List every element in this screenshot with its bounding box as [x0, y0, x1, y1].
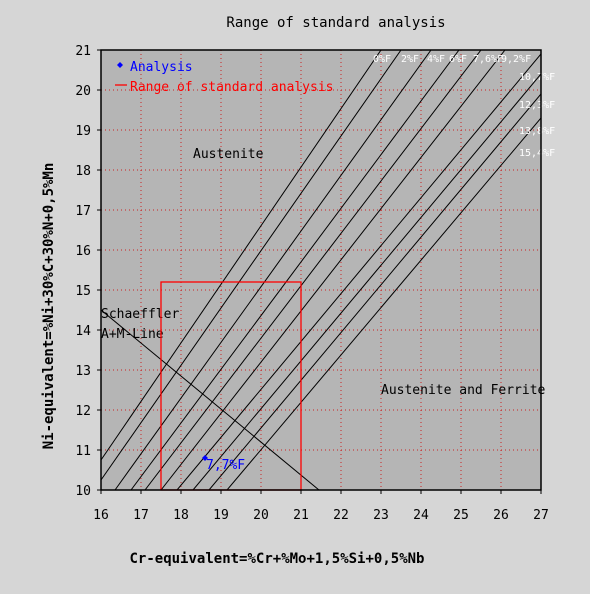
x-tick-label: 20 — [253, 508, 269, 523]
x-tick-label: 27 — [533, 508, 549, 523]
plot-area — [101, 50, 541, 490]
ferrite-line — [160, 50, 506, 490]
x-tick-label: 25 — [453, 508, 469, 523]
ferrite-line — [114, 50, 432, 490]
y-tick-label: 11 — [75, 444, 91, 459]
ferrite-line-label: 13,8%F — [519, 126, 555, 137]
x-tick-label: 23 — [373, 508, 389, 523]
ferrite-line-label: 2%F — [401, 54, 419, 65]
y-tick-label: 18 — [75, 164, 91, 179]
y-tick-label: 21 — [75, 44, 91, 59]
y-tick-label: 14 — [75, 324, 91, 339]
ferrite-line — [144, 50, 482, 490]
y-tick-label: 15 — [75, 284, 91, 299]
ferrite-line-label: 12,3%F — [519, 100, 555, 111]
ferrite-line-label: 6%F — [449, 54, 467, 65]
ferrite-line-label: 0%F — [373, 54, 391, 65]
ferrite-line-label: 10,7%F — [519, 72, 555, 83]
legend-marker-diamond — [117, 62, 123, 68]
legend: Analysis Range of standard analysis — [115, 60, 334, 95]
ferrite-line — [101, 50, 382, 461]
legend-entry-label: Analysis — [130, 60, 193, 75]
x-tick-label: 22 — [333, 508, 349, 523]
region-label: Austenite — [193, 147, 264, 162]
y-tick-label: 19 — [75, 124, 91, 139]
analysis-point-label: 7,7%F — [206, 458, 245, 473]
ferrite-line-label: 7,6%F — [473, 54, 503, 65]
plot-frame — [100, 49, 542, 491]
schaeffler-am-line — [101, 309, 320, 490]
x-tick-label: 19 — [213, 508, 229, 523]
y-tick-label: 20 — [75, 84, 91, 99]
ferrite-line — [130, 50, 460, 490]
y-axis-label: Ni-equivalent=%Ni+30%C+30%N+0,5%Mn — [41, 163, 57, 450]
x-tick-label: 16 — [93, 508, 109, 523]
schaeffler-line-label: Schaeffler — [101, 307, 179, 322]
x-tick-label: 21 — [293, 508, 309, 523]
ferrite-lines — [101, 50, 541, 490]
ferrite-line-label: 9,2%F — [501, 54, 531, 65]
grid-lines — [101, 50, 541, 490]
x-tick-label: 24 — [413, 508, 429, 523]
axis-ticks: 16 17 18 19 20 21 22 23 24 25 26 27 10 11 12 13 14 15 16 17… — [75, 44, 548, 523]
y-tick-label: 17 — [75, 204, 91, 219]
ferrite-line — [176, 53, 541, 490]
ferrite-line-label: 15,4%F — [519, 148, 555, 159]
ferrite-line — [226, 117, 541, 490]
x-tick-label: 26 — [493, 508, 509, 523]
analysis-point — [202, 455, 208, 461]
y-tick-label: 12 — [75, 404, 91, 419]
ferrite-line — [101, 50, 402, 481]
y-tick-label: 13 — [75, 364, 91, 379]
y-tick-label: 10 — [75, 484, 91, 499]
x-tick-label: 18 — [173, 508, 189, 523]
y-tick-label: 16 — [75, 244, 91, 259]
ferrite-line — [192, 73, 541, 490]
ferrite-line — [208, 93, 541, 490]
legend-entry-label: Range of standard analysis — [130, 80, 334, 95]
x-tick-label: 17 — [133, 508, 149, 523]
region-label: Austenite and Ferrite — [381, 383, 546, 398]
x-axis-label: Cr-equivalent=%Cr+%Mo+1,5%Si+0,5%Nb — [129, 551, 424, 567]
ferrite-line-label: 4%F — [427, 54, 445, 65]
chart-title: Range of standard analysis — [226, 15, 445, 31]
schaeffler-line-label: A+M-Line — [101, 327, 164, 342]
